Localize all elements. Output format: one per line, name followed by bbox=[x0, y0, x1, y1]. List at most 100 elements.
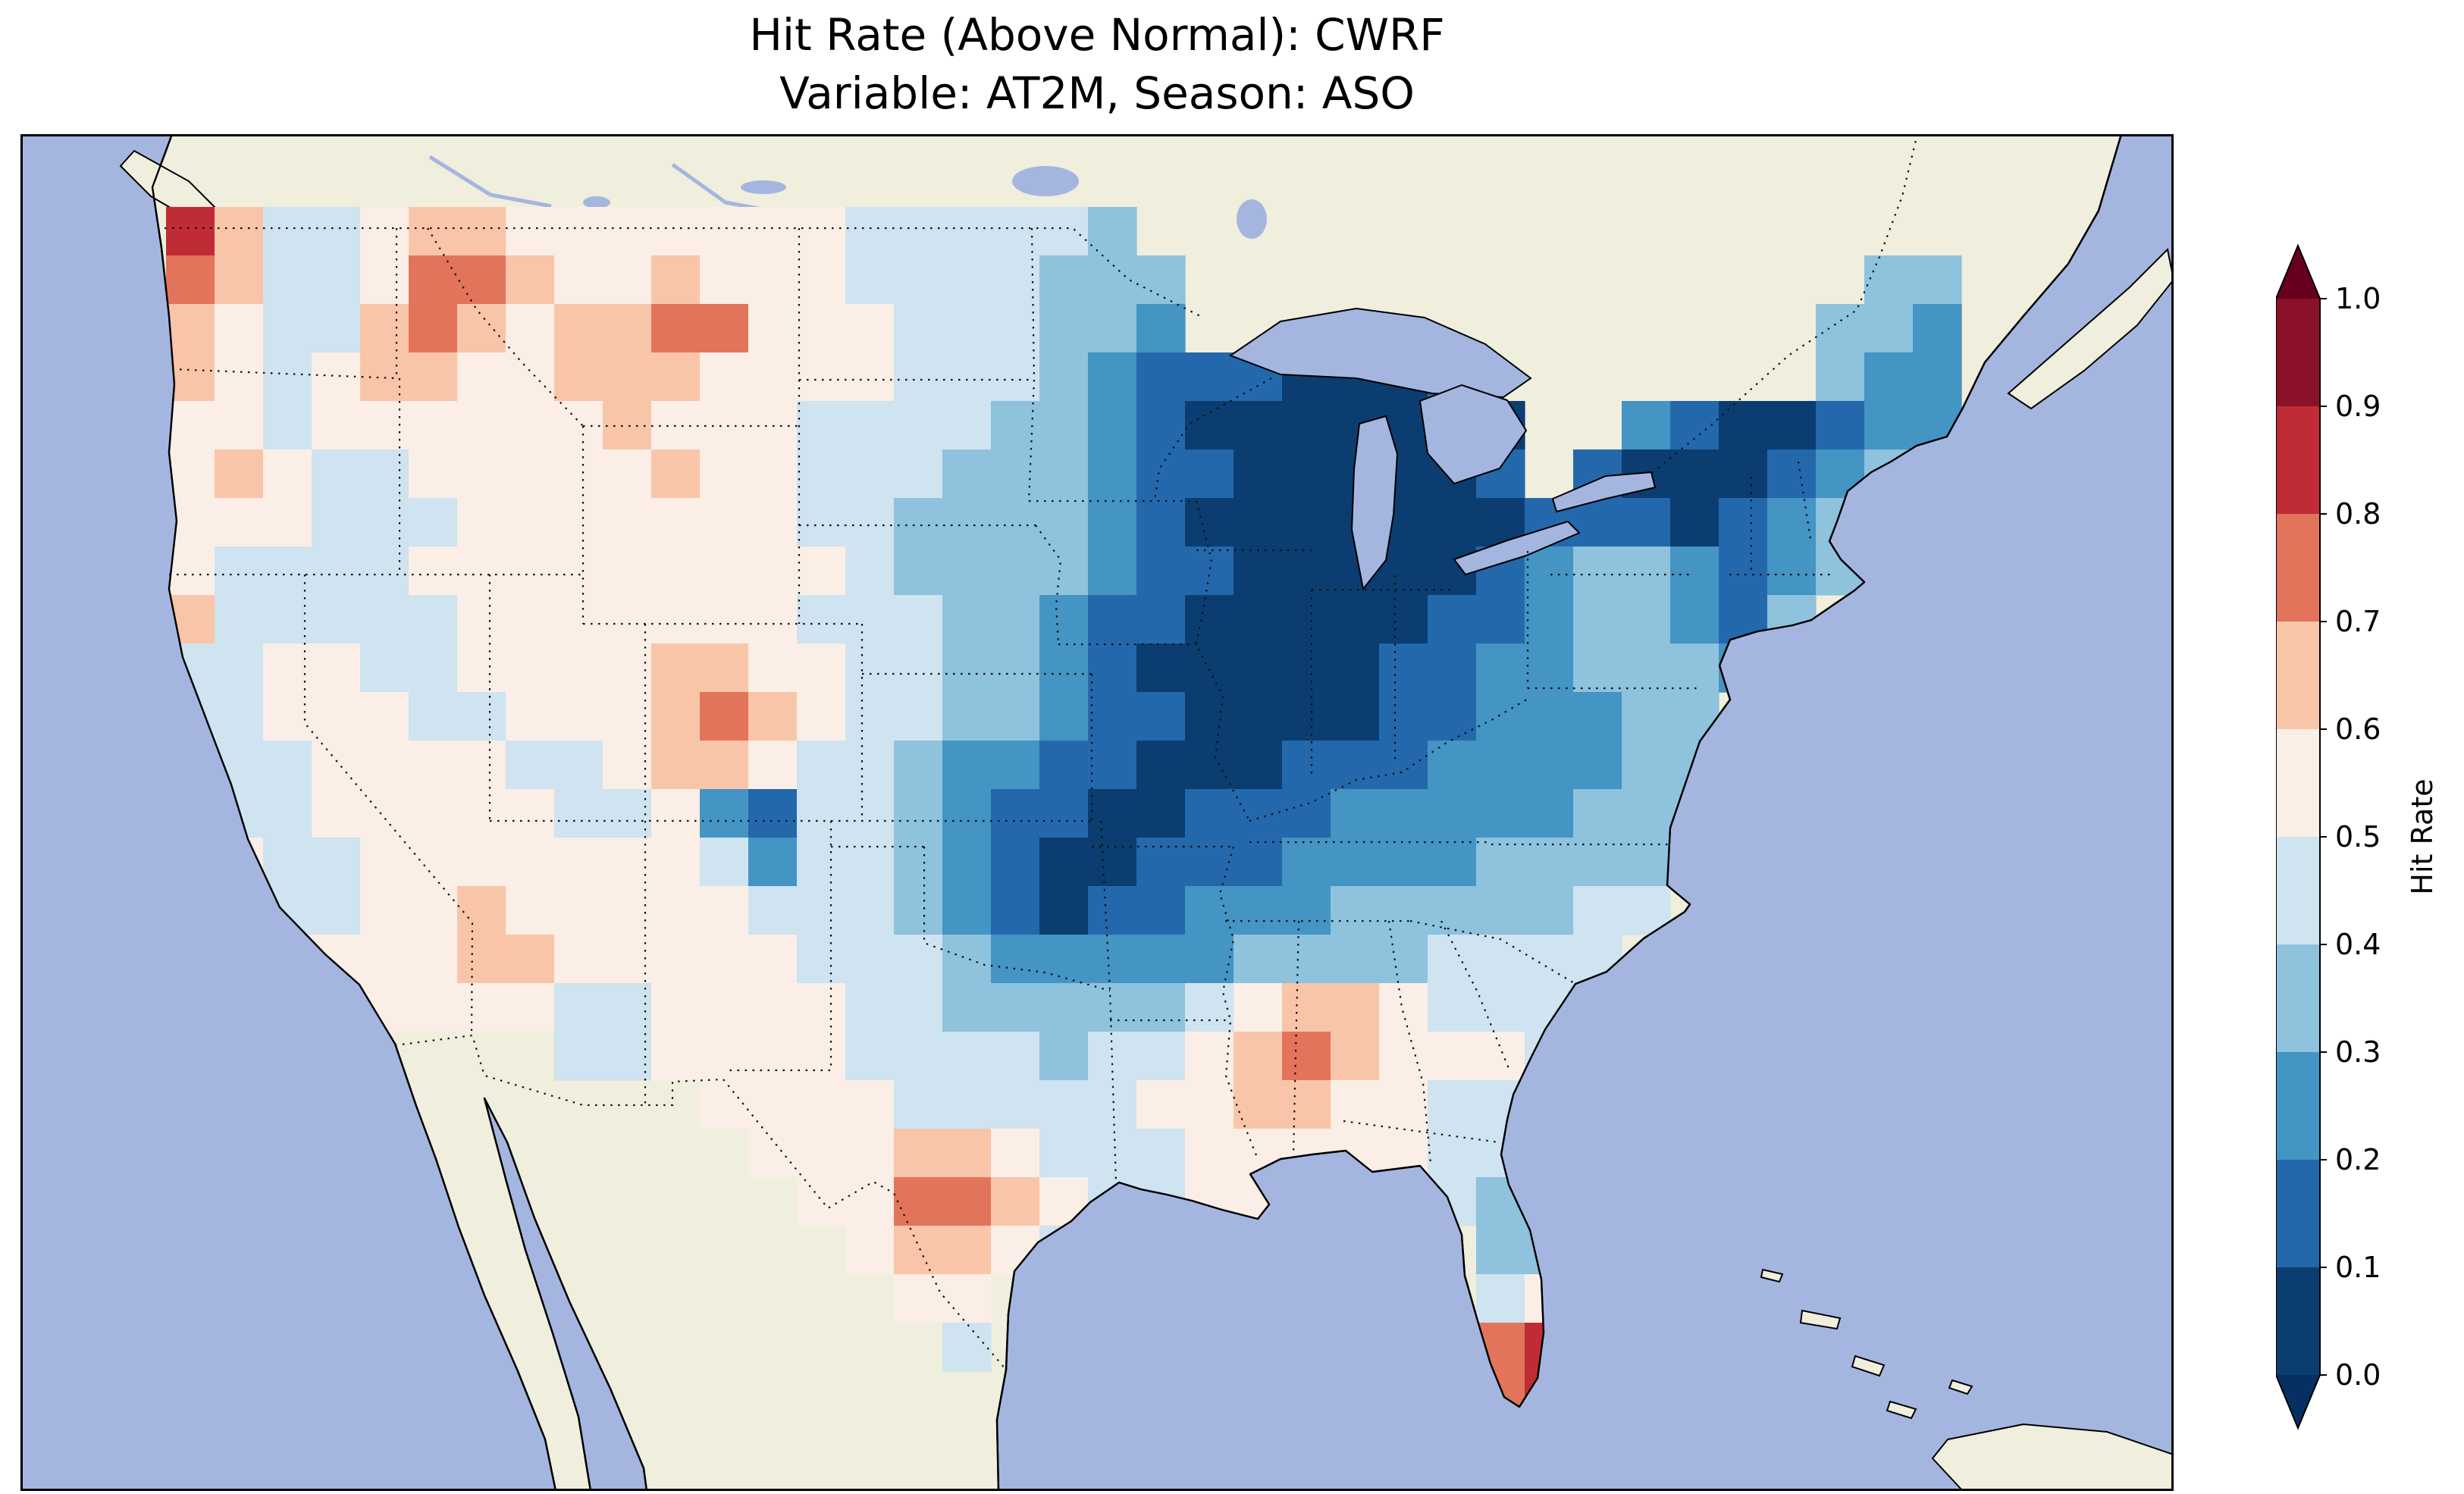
heatmap-cell bbox=[1379, 789, 1428, 838]
heatmap-cell bbox=[797, 1129, 846, 1178]
heatmap-cell bbox=[991, 595, 1040, 644]
colorbar-tick-label: 0.3 bbox=[2335, 1035, 2381, 1069]
heatmap-cell bbox=[748, 449, 798, 499]
heatmap-cell bbox=[1573, 789, 1622, 838]
heatmap-cell bbox=[1379, 692, 1428, 741]
heatmap-cell bbox=[845, 595, 895, 644]
heatmap-cell bbox=[991, 449, 1040, 499]
canada-lake bbox=[741, 180, 786, 194]
heatmap-cell bbox=[457, 595, 506, 644]
heatmap-cell bbox=[1088, 255, 1137, 305]
heatmap-cell bbox=[1476, 692, 1525, 741]
heatmap-cell bbox=[554, 595, 603, 644]
heatmap-cell bbox=[1185, 401, 1234, 450]
heatmap-cell bbox=[700, 255, 749, 305]
heatmap-cell bbox=[942, 1274, 992, 1323]
heatmap-cell bbox=[845, 644, 895, 693]
heatmap-cell bbox=[1234, 644, 1283, 693]
heatmap-cell bbox=[360, 886, 409, 935]
heatmap-cell bbox=[1816, 352, 1865, 402]
heatmap-cell bbox=[603, 401, 652, 450]
heatmap-cell bbox=[603, 304, 652, 353]
heatmap-cell bbox=[457, 352, 506, 402]
border-line bbox=[1292, 920, 1300, 1154]
heatmap-cell bbox=[166, 401, 215, 450]
heatmap-cell bbox=[894, 789, 943, 838]
heatmap-cell bbox=[700, 401, 749, 450]
heatmap-cell bbox=[991, 547, 1040, 596]
heatmap-cell bbox=[942, 1080, 992, 1129]
heatmap-cell bbox=[1185, 983, 1234, 1032]
great-lakes bbox=[1228, 307, 1657, 591]
heatmap-cell bbox=[215, 547, 264, 596]
heatmap-cell bbox=[845, 1032, 895, 1081]
heatmap-cell bbox=[651, 304, 701, 353]
heatmap-cell bbox=[651, 595, 701, 644]
canada-lake bbox=[583, 196, 610, 208]
heatmap-cell bbox=[1088, 304, 1137, 353]
heatmap-cell bbox=[748, 838, 798, 887]
heatmap-cell bbox=[263, 304, 312, 353]
heatmap-cell bbox=[1039, 886, 1089, 935]
heatmap-cell bbox=[603, 547, 652, 596]
heatmap-cell bbox=[894, 1080, 943, 1129]
border-line bbox=[1387, 920, 1432, 1164]
us-hit-rate-map bbox=[20, 134, 2174, 1491]
heatmap-cell bbox=[1185, 935, 1234, 984]
heatmap-cell bbox=[1913, 255, 1962, 305]
heatmap-cell bbox=[1234, 692, 1283, 741]
coastline bbox=[151, 134, 2123, 1491]
heatmap-cell bbox=[1136, 789, 1186, 838]
heatmap-cell bbox=[1136, 304, 1186, 353]
heatmap-cell bbox=[312, 789, 361, 838]
heatmap-cell bbox=[457, 547, 506, 596]
heatmap-cell bbox=[894, 595, 943, 644]
heatmap-cell bbox=[360, 449, 409, 499]
heatmap-cell bbox=[1088, 838, 1137, 887]
heatmap-cell bbox=[166, 255, 215, 305]
island bbox=[1760, 1268, 1784, 1283]
heatmap-cell bbox=[1282, 838, 1331, 887]
heatmap-cell bbox=[1136, 935, 1186, 984]
heatmap-cell bbox=[409, 789, 458, 838]
heatmap-cell bbox=[1670, 498, 1719, 547]
heatmap-cell bbox=[1573, 595, 1622, 644]
heatmap-cell bbox=[991, 983, 1040, 1032]
border-line bbox=[1153, 377, 1272, 502]
heatmap-cell bbox=[1039, 644, 1089, 693]
heatmap-cell bbox=[1282, 401, 1331, 450]
heatmap-cell bbox=[1088, 498, 1137, 547]
colorbar: 1.0 0.9 0.8 0.7 0.6 0.5 0.4 0.3 0.2 0.1 0.0 Hit Rat… bbox=[2276, 243, 2439, 1430]
heatmap-cell bbox=[409, 741, 458, 790]
heatmap-cell bbox=[845, 547, 895, 596]
heatmap-cell bbox=[991, 741, 1040, 790]
heatmap-cell bbox=[1185, 644, 1234, 693]
heatmap-cell bbox=[1622, 547, 1671, 596]
heatmap-cell bbox=[1282, 498, 1331, 547]
heatmap-cell bbox=[360, 547, 409, 596]
heatmap-cell bbox=[700, 692, 749, 741]
heatmap-cell bbox=[894, 692, 943, 741]
heatmap-cell bbox=[894, 352, 943, 402]
heatmap-cell bbox=[1767, 498, 1817, 547]
heatmap-cell bbox=[700, 352, 749, 402]
heatmap-cell bbox=[603, 207, 652, 256]
heatmap-cell bbox=[845, 207, 895, 256]
heatmap-cell bbox=[1719, 547, 1768, 596]
heatmap-cell bbox=[409, 692, 458, 741]
colorbar-tick-label: 0.5 bbox=[2335, 820, 2381, 853]
heatmap-cell bbox=[457, 983, 506, 1032]
heatmap-cell bbox=[1670, 644, 1719, 693]
heatmap-cell bbox=[748, 741, 798, 790]
heatmap-cell bbox=[1088, 886, 1137, 935]
heatmap-cell bbox=[1379, 595, 1428, 644]
heatmap-cell bbox=[1039, 741, 1089, 790]
heatmap-cell bbox=[942, 886, 992, 935]
heatmap-cell bbox=[1864, 304, 1914, 353]
heatmap-cell bbox=[1476, 886, 1525, 935]
heatmap-cell bbox=[263, 207, 312, 256]
heatmap-cell bbox=[651, 1032, 701, 1081]
heatmap-cell bbox=[554, 692, 603, 741]
heatmap-cell bbox=[1136, 1129, 1186, 1178]
heatmap-cell bbox=[1622, 741, 1671, 790]
